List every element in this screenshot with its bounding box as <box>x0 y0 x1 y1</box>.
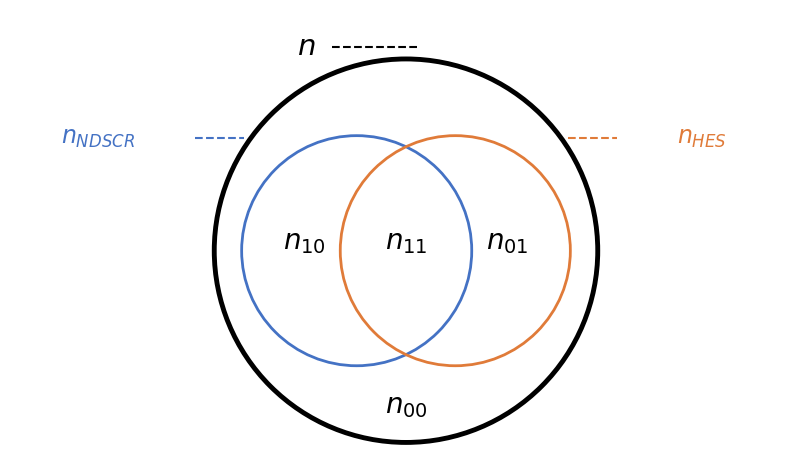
Text: $n_{NDSCR}$: $n_{NDSCR}$ <box>61 127 135 150</box>
Text: $n_{10}$: $n_{10}$ <box>283 229 326 256</box>
Text: $n_{11}$: $n_{11}$ <box>384 229 427 256</box>
Text: $n$: $n$ <box>297 33 315 61</box>
Text: $n_{HES}$: $n_{HES}$ <box>676 127 726 150</box>
Text: $n_{00}$: $n_{00}$ <box>384 393 427 420</box>
Text: $n_{01}$: $n_{01}$ <box>486 229 528 256</box>
